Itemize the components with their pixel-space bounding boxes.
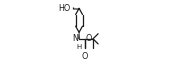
Polygon shape xyxy=(78,32,80,39)
Text: O: O xyxy=(85,34,92,43)
Text: O: O xyxy=(82,52,88,61)
Text: N: N xyxy=(72,34,78,43)
Text: H: H xyxy=(76,44,82,50)
Text: HO: HO xyxy=(58,4,71,13)
